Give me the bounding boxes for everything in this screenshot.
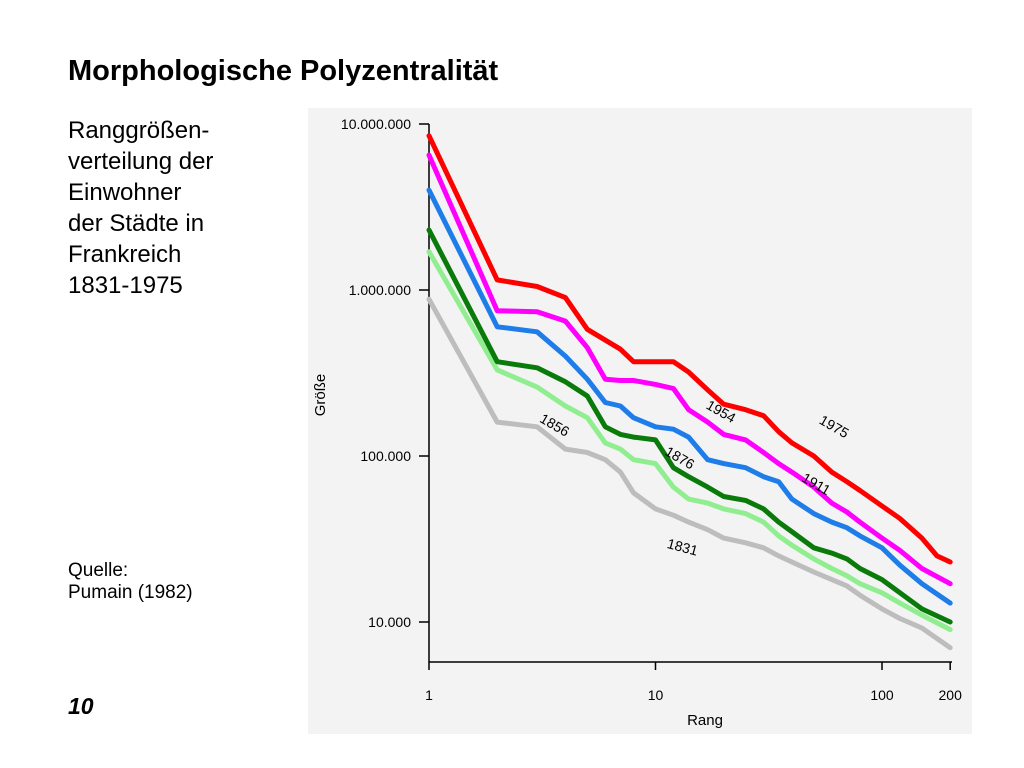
chart-axes: 10.000 100.000 1.000.000 10.000.000 1 10 100 20…: [312, 116, 962, 729]
source-note: Quelle: Pumain (1982): [68, 560, 193, 604]
series-label-1876: 1876: [662, 443, 697, 473]
y-axis-label: Größe: [312, 374, 329, 417]
description-line: Einwohner: [68, 179, 182, 206]
description-line: 1831-1975: [68, 272, 183, 299]
series-line-1876: [426, 227, 953, 625]
chart-description: Ranggrößen- verteilung der Einwohner der…: [68, 115, 293, 301]
description-line: der Städte in: [68, 210, 205, 237]
x-tick-label: 1: [425, 687, 433, 703]
description-line: Frankreich: [68, 241, 182, 268]
series-label-1975: 1975: [817, 412, 852, 442]
series-line-1954: [426, 152, 953, 587]
source-reference: Pumain (1982): [68, 582, 193, 603]
description-line: verteilung der: [68, 148, 214, 175]
series-line-1911: [426, 187, 953, 606]
source-label: Quelle:: [68, 560, 129, 581]
series-line-1831: [426, 296, 953, 651]
y-tick-label: 100.000: [360, 448, 411, 464]
series-line-1975: [426, 133, 953, 565]
chart-series: [426, 133, 953, 651]
series-label-1831: 1831: [665, 535, 699, 559]
series-label-1856: 1856: [537, 410, 572, 440]
slide-number: 10: [68, 693, 94, 719]
x-tick-label: 100: [870, 687, 894, 703]
series-label-1911: 1911: [799, 469, 833, 498]
y-tick-label: 1.000.000: [349, 282, 411, 298]
description-line: Ranggrößen-: [68, 117, 210, 144]
x-tick-label: 200: [939, 687, 963, 703]
series-line-1856: [426, 249, 953, 633]
y-tick-label: 10.000.000: [341, 116, 411, 132]
x-tick-label: 10: [648, 687, 664, 703]
x-axis-label: Rang: [687, 712, 723, 729]
y-tick-label: 10.000: [368, 614, 411, 630]
slide-title: Morphologische Polyzentralität: [68, 55, 499, 87]
